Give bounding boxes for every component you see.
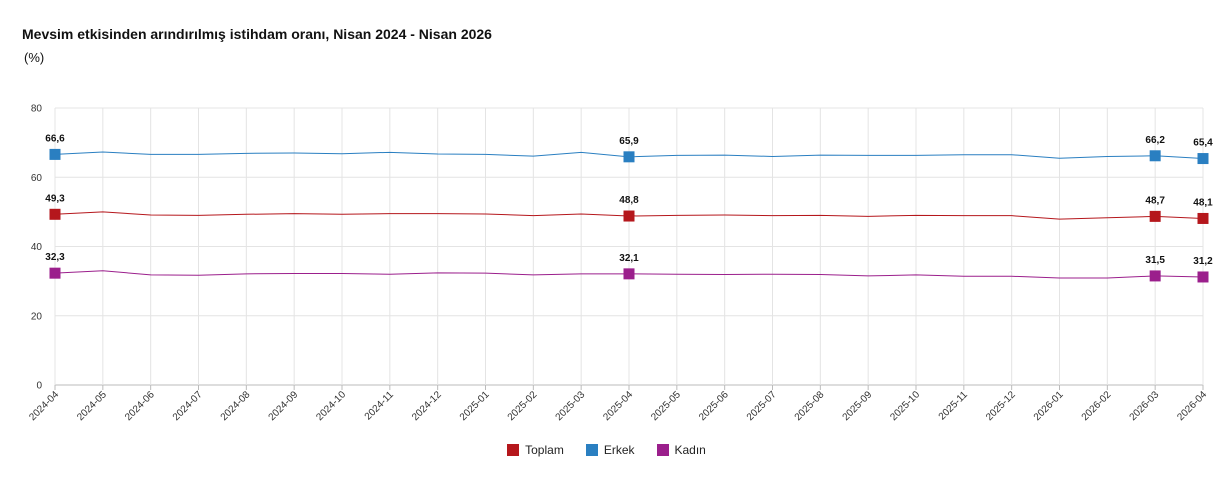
data-point-marker — [623, 151, 635, 163]
x-tick-label: 2025-05 — [649, 389, 683, 423]
x-axis-ticks: 2024-04 2024-05 2024-06 2024-07 2024-08 2024-… — [27, 389, 1209, 423]
y-tick-label: 60 — [31, 173, 43, 184]
y-tick-label: 0 — [36, 381, 42, 392]
data-label: 48,1 — [1193, 197, 1213, 208]
data-label: 31,2 — [1193, 256, 1213, 267]
data-point-marker — [49, 208, 61, 220]
legend-label: Kadın — [674, 443, 706, 457]
data-label: 66,6 — [45, 133, 65, 144]
data-labels: 49,3 48,8 48,7 48,1 66,6 65,9 66,2 65,4 32,3 32,1… — [45, 133, 1213, 267]
data-label: 49,3 — [45, 193, 65, 204]
x-tick-label: 2025-07 — [745, 389, 779, 423]
x-tick-label: 2026-03 — [1128, 389, 1162, 423]
series-markers — [49, 148, 1209, 283]
x-tick-label: 2024-09 — [267, 389, 301, 423]
x-tick-label: 2025-04 — [601, 389, 635, 423]
x-tick-label: 2024-11 — [363, 389, 397, 423]
legend-label: Toplam — [525, 443, 564, 457]
chart-subtitle: (%) — [24, 50, 45, 65]
x-tick-label: 2025-08 — [793, 389, 827, 423]
x-tick-label: 2024-12 — [410, 389, 444, 423]
x-tick-label: 2026-02 — [1080, 389, 1114, 423]
data-label: 31,5 — [1145, 255, 1165, 266]
data-point-marker — [1197, 153, 1209, 165]
grid-lines — [54, 107, 1204, 390]
x-tick-label: 2024-10 — [314, 389, 348, 423]
legend-item-toplam[interactable]: Toplam — [507, 443, 564, 457]
x-tick-label: 2025-10 — [888, 389, 922, 423]
data-point-marker — [623, 268, 635, 280]
x-tick-label: 2025-01 — [458, 389, 492, 423]
data-label: 48,8 — [619, 195, 639, 206]
y-tick-label: 40 — [31, 242, 43, 253]
legend-swatch — [656, 444, 669, 456]
y-axis-ticks: 0 20 40 60 80 — [31, 104, 43, 392]
x-tick-label: 2024-07 — [171, 389, 205, 423]
x-tick-label: 2025-02 — [506, 389, 540, 423]
x-tick-label: 2025-11 — [937, 389, 971, 423]
data-label: 48,7 — [1145, 195, 1165, 206]
data-point-marker — [49, 267, 61, 279]
legend-item-kadın[interactable]: Kadın — [656, 443, 706, 457]
data-label: 32,1 — [619, 253, 639, 264]
x-tick-label: 2026-04 — [1175, 389, 1209, 423]
data-label: 66,2 — [1145, 135, 1165, 146]
data-point-marker — [1149, 270, 1161, 282]
x-tick-label: 2025-03 — [554, 389, 588, 423]
x-tick-label: 2026-01 — [1032, 389, 1066, 423]
x-tick-label: 2024-08 — [219, 389, 253, 423]
chart-title: Mevsim etkisinden arındırılmış istihdam … — [22, 26, 492, 42]
x-tick-label: 2024-05 — [75, 389, 109, 423]
legend-item-erkek[interactable]: Erkek — [585, 443, 635, 457]
data-point-marker — [1149, 210, 1161, 222]
data-point-marker — [1149, 150, 1161, 162]
x-tick-label: 2025-12 — [984, 389, 1018, 423]
data-label: 65,9 — [619, 136, 639, 147]
legend: Toplam Erkek Kadın — [0, 443, 1213, 457]
legend-label: Erkek — [603, 443, 635, 457]
x-tick-label: 2024-04 — [27, 389, 61, 423]
data-point-marker — [1197, 212, 1209, 224]
data-point-marker — [49, 148, 61, 160]
x-tick-label: 2025-09 — [841, 389, 875, 423]
y-tick-label: 20 — [31, 311, 43, 322]
x-tick-label: 2025-06 — [697, 389, 731, 423]
y-tick-label: 80 — [31, 104, 43, 115]
data-label: 65,4 — [1193, 138, 1213, 149]
legend-swatch — [585, 444, 598, 456]
data-label: 32,3 — [45, 252, 65, 263]
data-point-marker — [623, 210, 635, 222]
legend-swatch — [507, 444, 520, 456]
x-tick-label: 2024-06 — [123, 389, 157, 423]
data-point-marker — [1197, 271, 1209, 283]
